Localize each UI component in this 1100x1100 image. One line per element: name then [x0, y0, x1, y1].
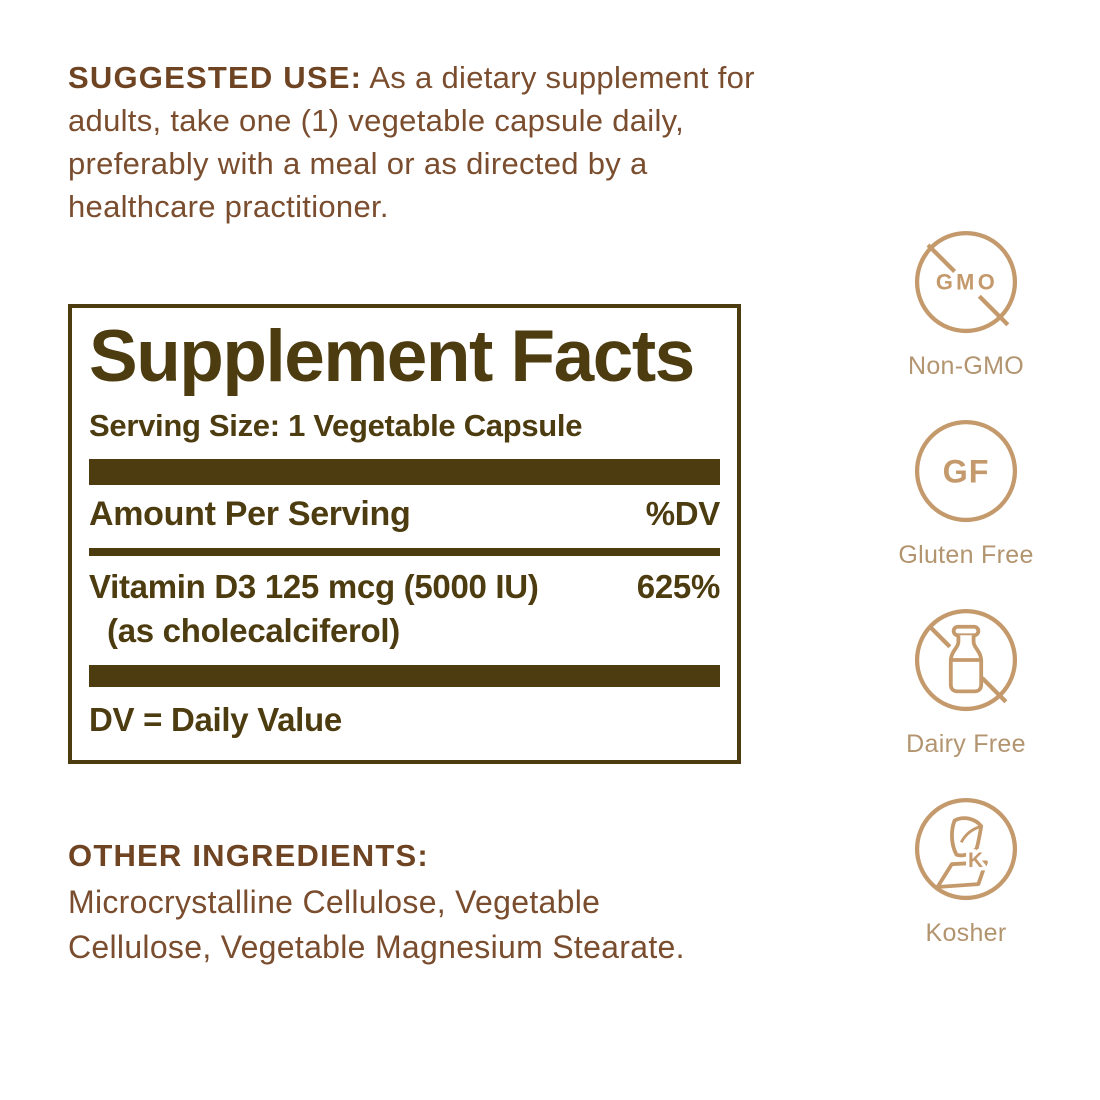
kosher-leaf-circle-icon: K — [914, 797, 1018, 901]
other-ingredients-section: OTHER INGREDIENTS: Microcrystalline Cell… — [68, 838, 868, 970]
supplement-facts-panel: Supplement Facts Serving Size: 1 Vegetab… — [68, 304, 741, 764]
divider-bar-thick — [89, 459, 720, 485]
badge-label: Dairy Free — [906, 730, 1026, 758]
badge-kosher: K Kosher — [909, 792, 1023, 949]
suggested-use-line: SUGGESTED USE: As a dietary supplement f… — [68, 56, 868, 99]
certification-badges-column: GMO Non-GMO GF Gluten Free Dairy Free K — [870, 225, 1062, 981]
suggested-use-paragraph: SUGGESTED USE: As a dietary supplement f… — [68, 56, 868, 228]
divider-bar-thick — [89, 665, 720, 687]
badge-label: Gluten Free — [898, 541, 1034, 569]
gf-icon-text: GF — [943, 453, 990, 489]
badge-label: Non-GMO — [907, 352, 1024, 380]
nutrient-row: Vitamin D3 125 mcg (5000 IU) 625% — [89, 569, 720, 605]
badge-non-gmo: GMO Non-GMO — [908, 225, 1024, 382]
kosher-icon-text: K — [968, 849, 983, 872]
suggested-use-line: healthcare practitioner. — [68, 189, 389, 224]
supplement-facts-title: Supplement Facts — [89, 316, 695, 397]
amount-per-serving-label: Amount Per Serving — [89, 495, 411, 533]
divider-bar-thin — [89, 548, 720, 556]
suggested-use-line: adults, take one (1) vegetable capsule d… — [68, 103, 685, 138]
daily-value-footnote: DV = Daily Value — [89, 701, 342, 738]
badge-dairy-free: Dairy Free — [906, 603, 1026, 760]
gf-circle-icon: GF — [914, 419, 1018, 523]
badge-gluten-free: GF Gluten Free — [898, 414, 1033, 571]
nutrient-dv-value: 625% — [636, 568, 721, 605]
nutrient-name: Vitamin D3 125 mcg (5000 IU) — [89, 568, 539, 605]
suggested-use-heading: SUGGESTED USE: — [68, 60, 363, 95]
percent-dv-label: %DV — [645, 495, 721, 532]
nutrient-source-text: (as cholecalciferol) — [107, 612, 400, 649]
suggested-use-line: preferably with a meal or as directed by… — [68, 146, 648, 181]
suggested-use-text: As a dietary supplement for — [362, 60, 755, 95]
serving-size-text: Serving Size: 1 Vegetable Capsule — [89, 408, 583, 443]
other-ingredients-line: Microcrystalline Cellulose, Vegetable — [68, 884, 601, 920]
other-ingredients-line: Cellulose, Vegetable Magnesium Stearate. — [68, 929, 685, 965]
column-header-row: Amount Per Serving %DV — [89, 495, 721, 533]
other-ingredients-heading: OTHER INGREDIENTS: — [68, 838, 429, 873]
milk-bottle-crossed-circle-icon — [914, 608, 1018, 712]
badge-label: Kosher — [925, 919, 1007, 947]
gmo-icon-text: GMO — [936, 270, 998, 295]
gmo-crossed-circle-icon: GMO — [914, 230, 1018, 334]
